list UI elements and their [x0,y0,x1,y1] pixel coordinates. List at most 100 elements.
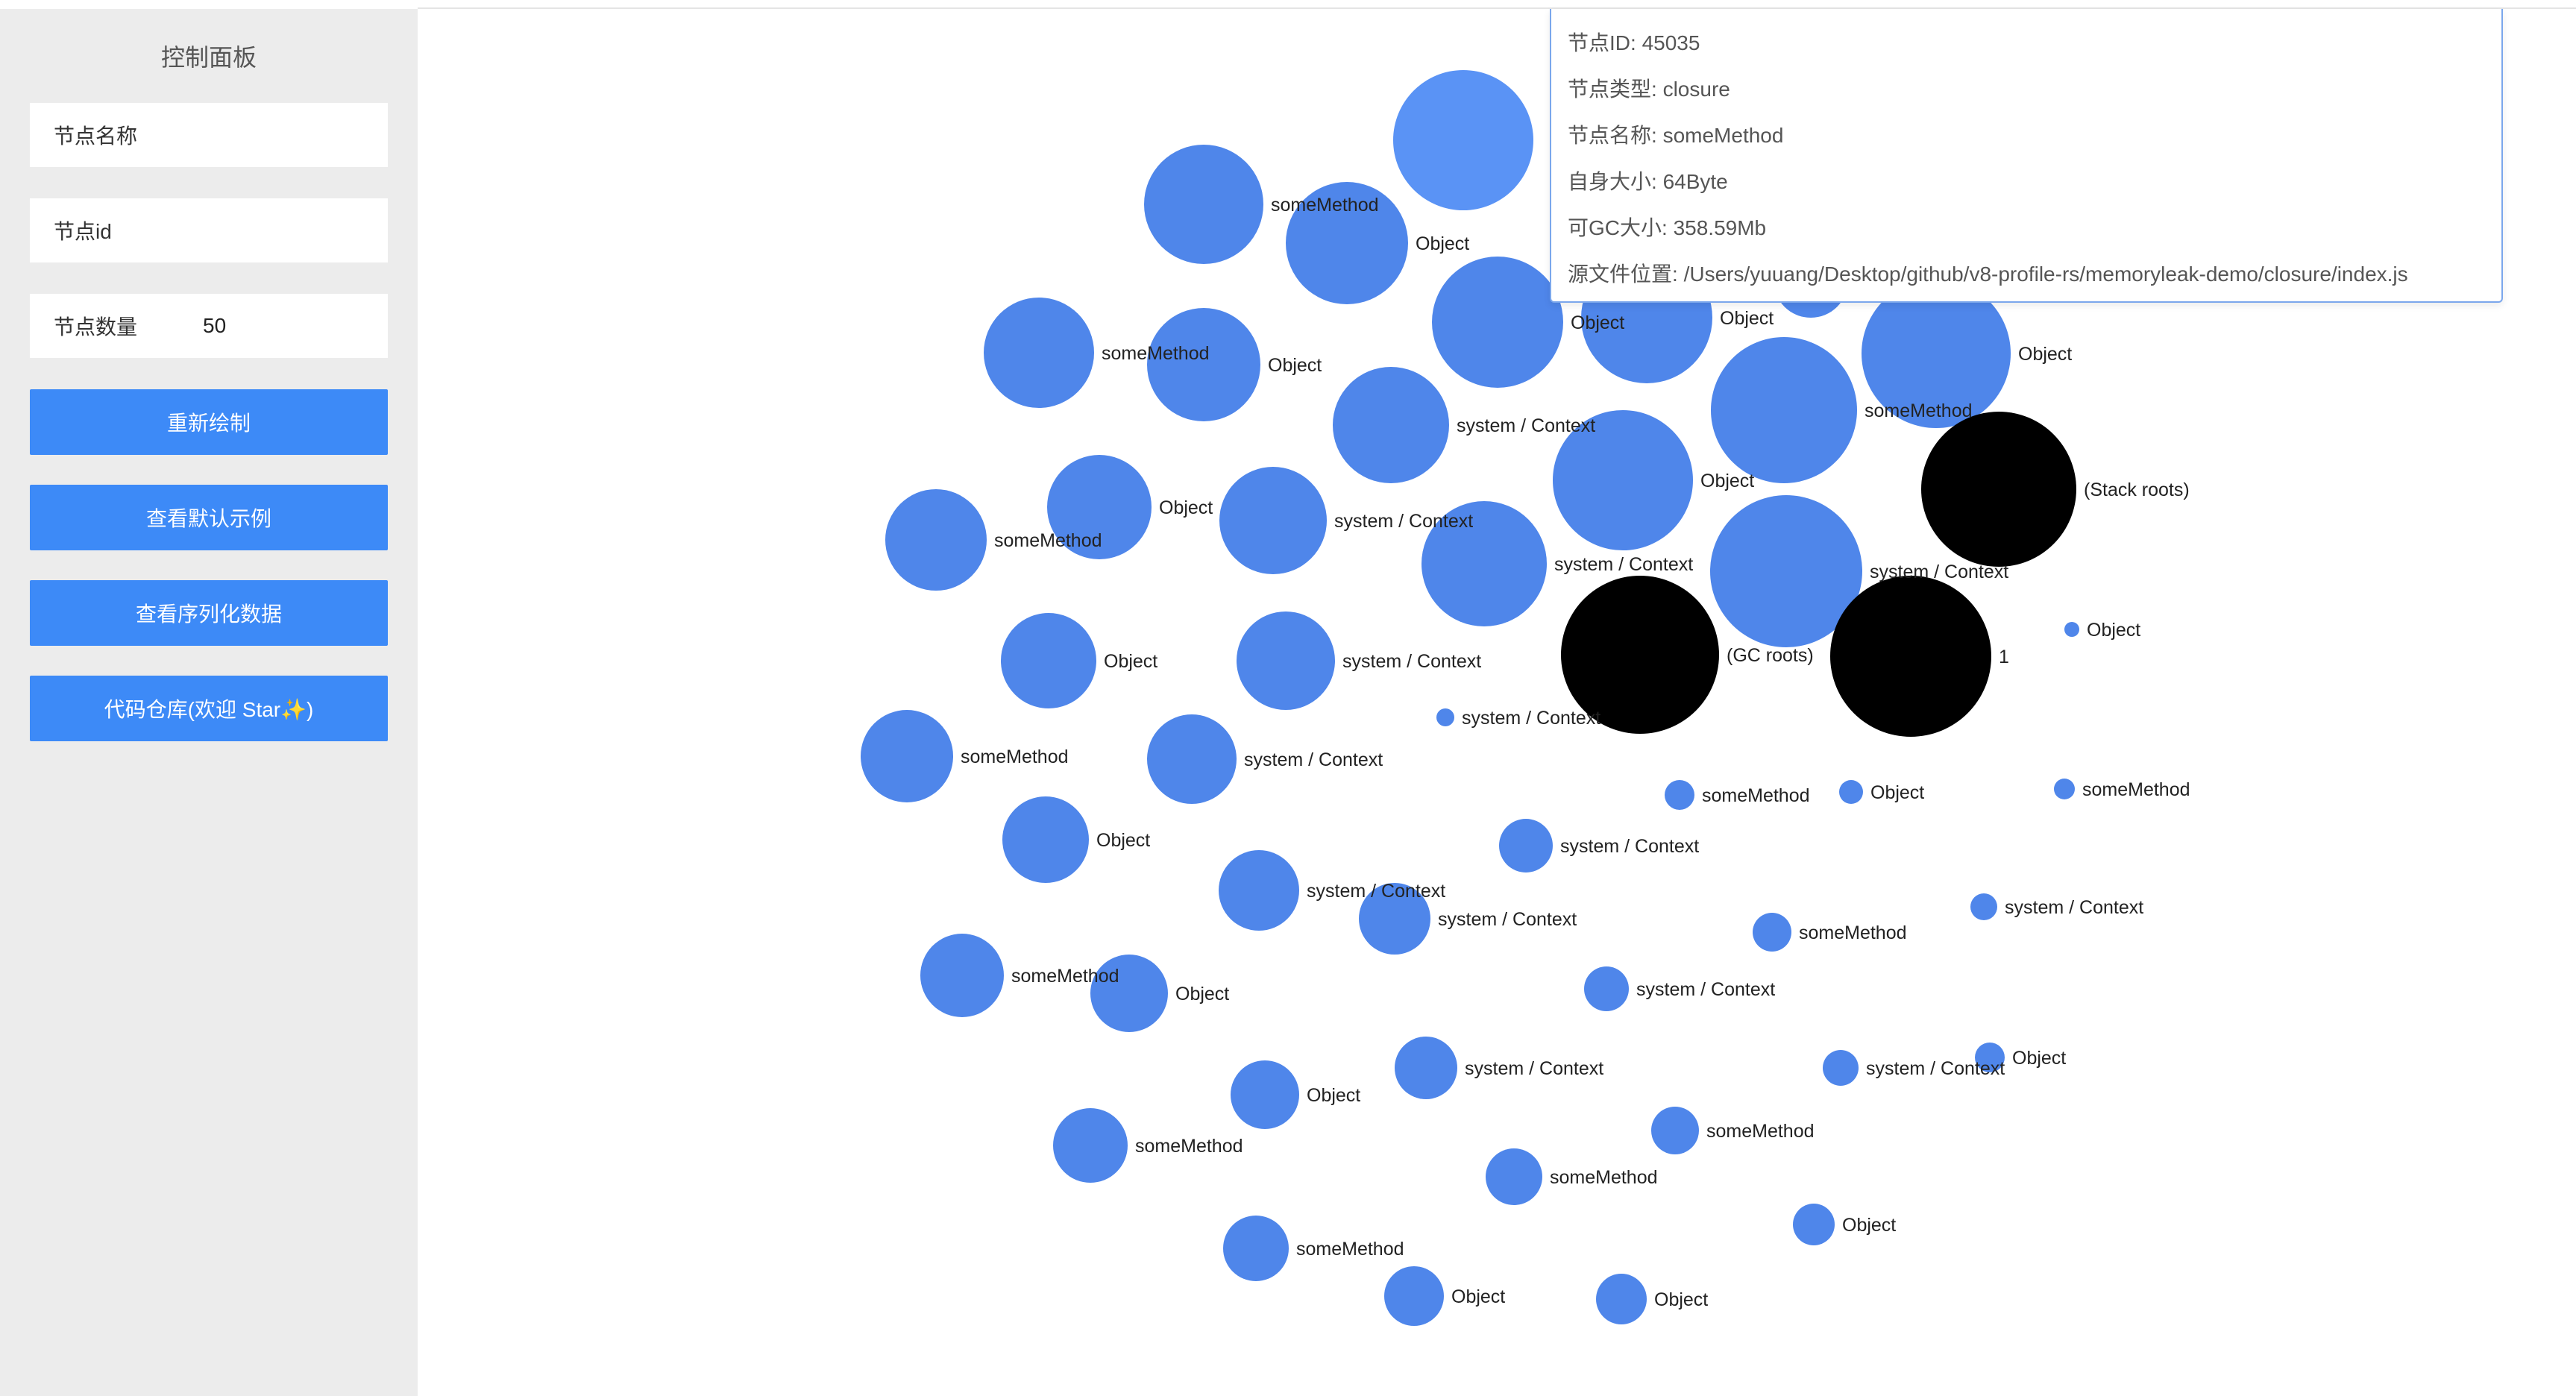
node-id-input[interactable]: 节点id [30,198,388,262]
graph-node[interactable] [1147,308,1260,421]
graph-node[interactable] [1001,613,1096,708]
graph-node[interactable] [1830,576,1991,737]
graph-node-label: system / Context [1866,1058,2005,1079]
node-tooltip: 节点ID: 45035 节点类型: closure 节点名称: someMeth… [1550,9,2503,303]
graph-node-label: Object [1571,312,1624,333]
tooltip-gc-size: 可GC大小: 358.59Mb [1568,216,1767,239]
graph-node-label: someMethod [1865,400,1973,421]
node-name-input[interactable]: 节点名称 [30,103,388,167]
node-name-placeholder: 节点名称 [54,125,138,148]
graph-node-label: someMethod [1271,195,1379,216]
graph-node[interactable] [984,298,1094,408]
graph-node[interactable] [1333,367,1449,483]
graph-node-label: system / Context [1462,708,1600,729]
graph-node[interactable] [1436,708,1454,726]
graph-node-label: 1 [1999,647,2009,667]
graph-node[interactable] [1975,1043,2005,1072]
graph-node-label: Object [1720,308,1774,329]
graph-node[interactable] [1753,913,1791,952]
graph-node-label: system / Context [1457,415,1595,436]
graph-node-label: Object [1268,355,1322,376]
tooltip-self-size: 自身大小: 64Byte [1568,170,1728,193]
graph-node-label: Object [1654,1289,1708,1310]
graph-node[interactable] [1223,1216,1289,1281]
graph-node-label: system / Context [1465,1058,1603,1079]
graph-node-label: someMethod [961,746,1069,767]
graph-node-label: someMethod [1011,966,1119,987]
graph-node-label: Object [1842,1215,1896,1236]
node-count-field: 节点数量 50 [30,294,388,358]
graph-node[interactable] [1970,893,1997,920]
graph-node-label: system / Context [1554,554,1693,575]
graph-node[interactable] [2064,622,2079,637]
graph-node[interactable] [1561,576,1719,734]
graph-node-label: (Stack roots) [2084,480,2190,500]
graph-node[interactable] [1144,145,1263,264]
view-default-example-button[interactable]: 查看默认示例 [30,485,388,550]
graph-node-label: someMethod [1799,922,1907,943]
graph-node-label: system / Context [1870,562,2008,582]
graph-node[interactable] [1395,1037,1457,1099]
graph-node[interactable] [1651,1107,1699,1154]
graph-node[interactable] [1384,1266,1444,1326]
graph-node[interactable] [1862,279,2011,428]
graph-node-label: Object [1159,497,1213,518]
graph-node-label: system / Context [1244,749,1383,770]
graph-node-label: system / Context [1560,836,1699,857]
graph-node-label: Object [1096,830,1150,851]
tooltip-node-id: 节点ID: 45035 [1568,31,1700,54]
graph-node-label: someMethod [2082,779,2190,800]
graph-node[interactable] [1219,850,1299,931]
redraw-button[interactable]: 重新绘制 [30,389,388,455]
graph-node-label: Object [1870,782,1924,803]
graph-node[interactable] [1147,714,1237,804]
graph-node-label: someMethod [1135,1136,1243,1157]
graph-node[interactable] [1231,1060,1299,1129]
graph-node[interactable] [1921,412,2076,567]
graph-node[interactable] [1711,337,1857,483]
control-panel: 控制面板 节点名称 节点id 节点数量 50 重新绘制 查看默认示例 查看序列化… [0,9,418,1396]
graph-node[interactable] [1710,495,1862,647]
graph-node-label: someMethod [1706,1121,1815,1142]
graph-node-label: system / Context [1307,881,1445,902]
graph-node[interactable] [1596,1274,1647,1324]
graph-node[interactable] [1839,780,1863,804]
graph-node-label: someMethod [994,530,1102,551]
graph-node[interactable] [1486,1148,1542,1205]
graph-node-label: system / Context [1334,511,1473,532]
view-serialized-data-button[interactable]: 查看序列化数据 [30,580,388,646]
graph-node[interactable] [861,710,953,802]
graph-node[interactable] [1432,257,1563,388]
graph-node[interactable] [1793,1204,1835,1245]
graph-node[interactable] [1421,501,1547,626]
graph-node[interactable] [885,489,987,591]
graph-node-label: Object [1175,984,1229,1004]
graph-node[interactable] [1823,1050,1859,1086]
graph-node[interactable] [1499,819,1553,872]
graph-node[interactable] [1090,955,1168,1032]
graph-node[interactable] [1286,182,1408,304]
graph-node[interactable] [1237,611,1335,710]
graph-node-label: someMethod [1550,1167,1658,1188]
graph-node[interactable] [1584,966,1629,1011]
top-divider [418,7,2576,9]
graph-node-label: (GC roots) [1727,645,1814,666]
graph-node[interactable] [2054,779,2075,799]
graph-node-label: system / Context [1342,651,1481,672]
graph-node[interactable] [1359,883,1430,955]
graph-node-label: Object [2012,1048,2066,1069]
node-count-input[interactable]: 50 [203,314,227,337]
tooltip-node-type: 节点类型: closure [1568,78,1730,101]
graph-node[interactable] [1047,455,1152,559]
graph-node[interactable] [1002,796,1089,883]
graph-node[interactable] [1665,780,1694,810]
code-repo-button[interactable]: 代码仓库(欢迎 Star✨) [30,676,388,741]
node-id-placeholder: 节点id [54,220,112,243]
graph-node[interactable] [1393,70,1533,210]
graph-node[interactable] [1219,467,1327,574]
graph-node-label: someMethod [1296,1239,1404,1260]
graph-node[interactable] [1053,1108,1128,1183]
tooltip-node-name: 节点名称: someMethod [1568,124,1784,147]
graph-node[interactable] [1553,410,1693,550]
graph-node[interactable] [920,934,1004,1017]
